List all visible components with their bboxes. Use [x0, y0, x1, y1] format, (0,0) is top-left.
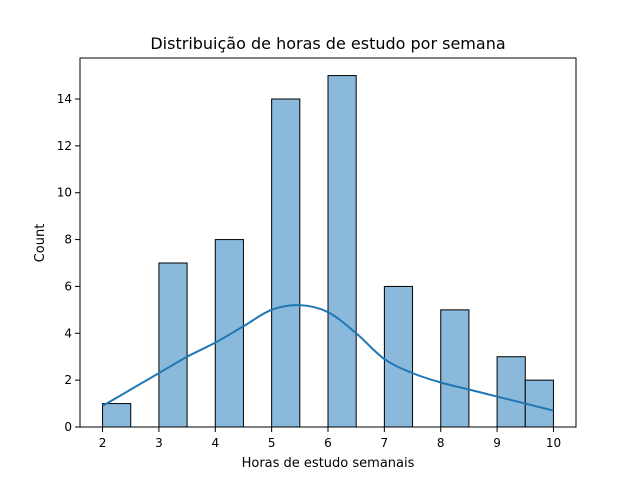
x-tick-label: 4 — [211, 436, 219, 450]
x-tick-label: 3 — [155, 436, 163, 450]
histogram-bar-4 — [327, 75, 357, 428]
x-tick-label: 6 — [324, 436, 332, 450]
y-tick-label: 10 — [57, 186, 72, 200]
y-tick-label: 8 — [64, 233, 72, 247]
y-axis-ticks: 0 2 4 6 8 10 12 14 — [57, 92, 80, 434]
bars-group — [102, 75, 554, 428]
x-tick-label: 7 — [381, 436, 389, 450]
kde-line — [102, 304, 554, 412]
histogram-bar-2 — [214, 239, 244, 428]
x-tick-label: 10 — [546, 436, 561, 450]
y-tick-label: 4 — [64, 326, 72, 340]
x-axis-ticks: 2 3 4 5 6 7 8 9 10 — [99, 427, 561, 450]
y-axis-label: Count — [33, 224, 48, 263]
y-tick-label: 6 — [64, 279, 72, 293]
y-tick-label: 12 — [57, 139, 72, 153]
x-tick-label: 2 — [99, 436, 107, 450]
x-axis-label: Horas de estudo semanais — [242, 456, 415, 471]
histogram-bar-7 — [496, 356, 526, 428]
y-tick-label: 0 — [64, 420, 72, 434]
x-tick-label: 8 — [437, 436, 445, 450]
x-tick-label: 5 — [268, 436, 276, 450]
histogram-bar-5 — [383, 285, 414, 428]
y-tick-label: 14 — [57, 92, 72, 106]
histogram-bar-1 — [158, 262, 188, 428]
x-tick-label: 9 — [493, 436, 501, 450]
chart-title: Distribuição de horas de estudo por sema… — [150, 34, 505, 53]
histogram-bar-0 — [102, 403, 132, 428]
y-tick-label: 2 — [64, 373, 72, 387]
histogram-bar-6 — [440, 309, 470, 428]
histogram-bar-3 — [271, 98, 301, 428]
histogram-bar-8 — [524, 379, 554, 428]
